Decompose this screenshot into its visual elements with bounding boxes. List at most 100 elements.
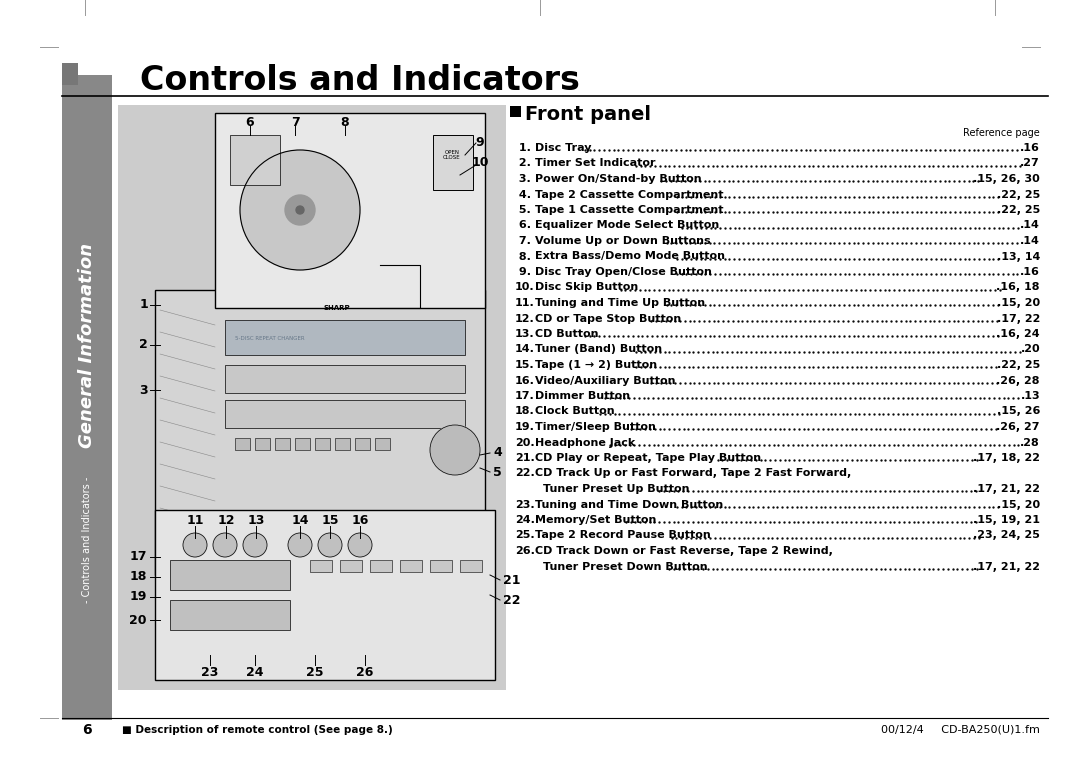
Text: .15, 20: .15, 20 bbox=[997, 298, 1040, 308]
Text: CD Track Up or Fast Forward, Tape 2 Fast Forward,: CD Track Up or Fast Forward, Tape 2 Fast… bbox=[535, 468, 851, 478]
Bar bbox=[340, 560, 362, 572]
Bar bbox=[335, 438, 350, 450]
Bar bbox=[156, 510, 495, 680]
Text: CD Play or Repeat, Tape Play Button: CD Play or Repeat, Tape Play Button bbox=[535, 453, 761, 463]
Text: Tuner (Band) Button: Tuner (Band) Button bbox=[535, 345, 662, 355]
Text: 23: 23 bbox=[201, 665, 218, 678]
Text: 2.: 2. bbox=[515, 159, 531, 169]
Text: Memory/Set Button: Memory/Set Button bbox=[535, 515, 657, 525]
Bar bbox=[375, 438, 390, 450]
Bar bbox=[62, 75, 112, 720]
Text: CD Track Down or Fast Reverse, Tape 2 Rewind,: CD Track Down or Fast Reverse, Tape 2 Re… bbox=[535, 546, 833, 556]
Text: 25: 25 bbox=[307, 665, 324, 678]
Text: .26, 27: .26, 27 bbox=[997, 422, 1040, 432]
Text: .13: .13 bbox=[1021, 391, 1040, 401]
Text: .16, 18: .16, 18 bbox=[997, 282, 1040, 292]
Text: 13.: 13. bbox=[515, 329, 535, 339]
Text: - Controls and Indicators -: - Controls and Indicators - bbox=[82, 476, 92, 603]
Circle shape bbox=[348, 533, 372, 557]
Text: .17, 21, 22: .17, 21, 22 bbox=[973, 562, 1040, 571]
Bar bbox=[215, 113, 485, 308]
Text: 18: 18 bbox=[130, 571, 147, 584]
Bar bbox=[275, 438, 291, 450]
Text: .23, 24, 25: .23, 24, 25 bbox=[973, 530, 1040, 540]
Circle shape bbox=[430, 425, 480, 475]
Text: 21: 21 bbox=[503, 574, 521, 587]
Circle shape bbox=[240, 150, 360, 270]
Text: .15, 20: .15, 20 bbox=[997, 500, 1040, 510]
Text: 8: 8 bbox=[340, 115, 349, 128]
Text: .16: .16 bbox=[1021, 267, 1040, 277]
Text: 12: 12 bbox=[217, 513, 234, 526]
Text: 11: 11 bbox=[186, 513, 204, 526]
Text: 15.: 15. bbox=[515, 360, 535, 370]
Bar bbox=[170, 560, 291, 590]
Text: .22, 25: .22, 25 bbox=[997, 189, 1040, 199]
Text: 1: 1 bbox=[139, 298, 148, 311]
Text: 11.: 11. bbox=[515, 298, 535, 308]
Circle shape bbox=[288, 533, 312, 557]
Text: 5-DISC REPEAT CHANGER: 5-DISC REPEAT CHANGER bbox=[235, 336, 305, 340]
Text: Headphone Jack: Headphone Jack bbox=[535, 437, 635, 448]
Text: 13: 13 bbox=[247, 513, 265, 526]
Text: 21.: 21. bbox=[515, 453, 535, 463]
Text: 18.: 18. bbox=[515, 407, 535, 417]
Bar bbox=[156, 290, 485, 575]
Text: Controls and Indicators: Controls and Indicators bbox=[140, 63, 580, 96]
Text: Tape 2 Record Pause Button: Tape 2 Record Pause Button bbox=[535, 530, 711, 540]
Text: Disc Skip Button: Disc Skip Button bbox=[535, 282, 638, 292]
Bar bbox=[230, 135, 280, 185]
Text: .15, 26: .15, 26 bbox=[997, 407, 1040, 417]
Text: .17, 18, 22: .17, 18, 22 bbox=[973, 453, 1040, 463]
Text: .15, 26, 30: .15, 26, 30 bbox=[973, 174, 1040, 184]
Circle shape bbox=[183, 533, 207, 557]
Text: Tuner Preset Up Button: Tuner Preset Up Button bbox=[543, 484, 689, 494]
Text: 6: 6 bbox=[82, 723, 92, 737]
Text: 9: 9 bbox=[475, 137, 484, 150]
Bar bbox=[430, 560, 453, 572]
Text: Front panel: Front panel bbox=[525, 105, 651, 124]
Bar bbox=[510, 106, 521, 117]
Bar bbox=[355, 438, 370, 450]
Bar bbox=[118, 105, 507, 690]
Text: .20: .20 bbox=[1021, 345, 1040, 355]
Circle shape bbox=[213, 533, 237, 557]
Bar bbox=[295, 438, 310, 450]
Text: 6.: 6. bbox=[515, 221, 531, 230]
Text: .22, 25: .22, 25 bbox=[997, 205, 1040, 215]
Text: 22.: 22. bbox=[515, 468, 535, 478]
Text: Equalizer Mode Select Button: Equalizer Mode Select Button bbox=[535, 221, 719, 230]
Text: Clock Button: Clock Button bbox=[535, 407, 615, 417]
Bar bbox=[225, 320, 465, 355]
Text: 14: 14 bbox=[292, 513, 309, 526]
Bar bbox=[225, 365, 465, 393]
Text: CD Button: CD Button bbox=[535, 329, 598, 339]
Text: 26.: 26. bbox=[515, 546, 535, 556]
Bar bbox=[235, 438, 249, 450]
Text: 3: 3 bbox=[139, 384, 148, 397]
Text: 5: 5 bbox=[492, 465, 502, 478]
Text: Tuning and Time Up Button: Tuning and Time Up Button bbox=[535, 298, 705, 308]
Bar bbox=[460, 560, 482, 572]
Text: Timer Set Indicator: Timer Set Indicator bbox=[535, 159, 656, 169]
Text: .27: .27 bbox=[1021, 159, 1040, 169]
Bar bbox=[370, 560, 392, 572]
Text: 12.: 12. bbox=[515, 314, 535, 324]
Text: 26: 26 bbox=[356, 665, 374, 678]
Bar bbox=[62, 63, 78, 85]
Circle shape bbox=[318, 533, 342, 557]
Circle shape bbox=[285, 195, 315, 225]
Text: .26, 28: .26, 28 bbox=[997, 375, 1040, 385]
Text: 00/12/4     CD-BA250(U)1.fm: 00/12/4 CD-BA250(U)1.fm bbox=[881, 725, 1040, 735]
Text: .13, 14: .13, 14 bbox=[997, 252, 1040, 262]
Text: 4: 4 bbox=[492, 446, 502, 459]
Text: Dimmer Button: Dimmer Button bbox=[535, 391, 630, 401]
Text: Video/Auxiliary Button: Video/Auxiliary Button bbox=[535, 375, 675, 385]
Text: 16: 16 bbox=[351, 513, 368, 526]
Text: ■ Description of remote control (See page 8.): ■ Description of remote control (See pag… bbox=[122, 725, 393, 735]
Text: CD or Tape Stop Button: CD or Tape Stop Button bbox=[535, 314, 681, 324]
Text: 17.: 17. bbox=[515, 391, 535, 401]
Text: .17, 21, 22: .17, 21, 22 bbox=[973, 484, 1040, 494]
Text: Disc Tray: Disc Tray bbox=[535, 143, 592, 153]
Bar bbox=[170, 600, 291, 630]
